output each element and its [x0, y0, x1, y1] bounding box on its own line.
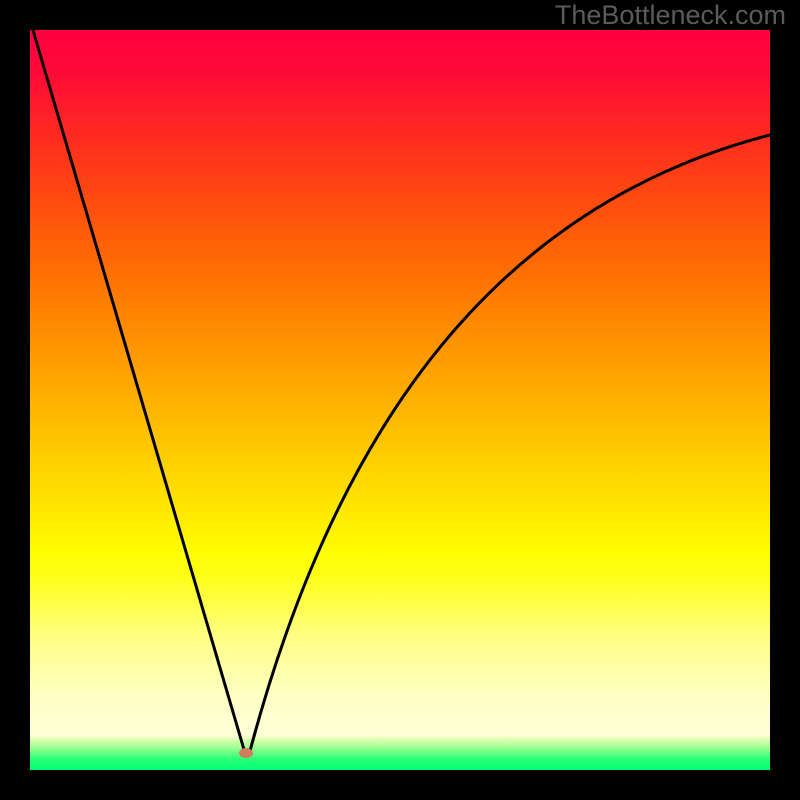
watermark-text: TheBottleneck.com — [555, 0, 786, 31]
bottleneck-chart — [0, 0, 800, 800]
chart-container: TheBottleneck.com — [0, 0, 800, 800]
minimum-marker — [239, 748, 253, 758]
